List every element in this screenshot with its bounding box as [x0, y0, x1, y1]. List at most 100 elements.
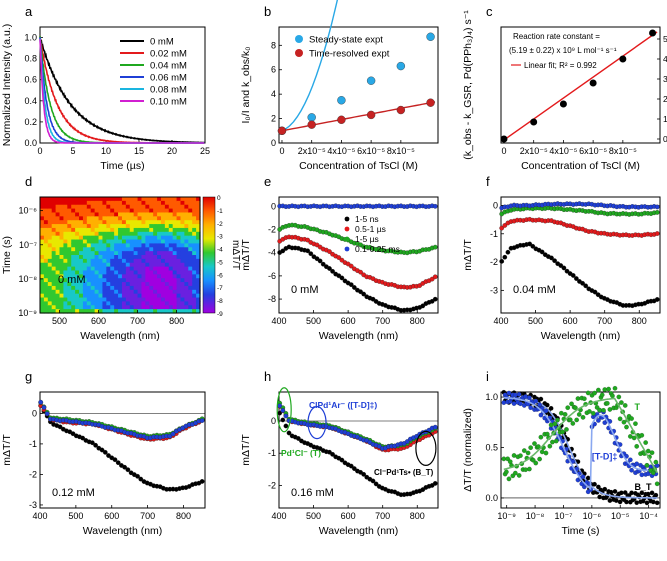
heatmap-cell — [75, 266, 80, 272]
heatmap-cell — [67, 285, 72, 291]
data-point — [619, 55, 627, 63]
heatmap-cell — [86, 208, 92, 214]
heatmap-cell — [121, 258, 127, 264]
heatmap-cell — [71, 274, 76, 279]
data-point — [500, 135, 508, 143]
heatmap-cell — [145, 270, 150, 275]
heatmap-cell — [192, 255, 197, 260]
heatmap-cell — [102, 208, 107, 214]
heatmap-cell — [133, 293, 139, 299]
heatmap-cell — [110, 220, 115, 225]
heatmap-cell — [110, 200, 115, 206]
heatmap-cell — [59, 255, 65, 260]
heatmap-cell — [149, 216, 154, 221]
legend-label: 0.02 mM — [150, 49, 187, 60]
heatmap-cell — [59, 204, 65, 210]
data-point — [530, 118, 538, 126]
heatmap-cell — [145, 227, 150, 233]
heatmap-cell — [137, 224, 143, 229]
data-point — [396, 105, 406, 115]
heatmap-cell — [63, 274, 68, 279]
y-tick-label-a: 0.6 — [24, 75, 37, 85]
heatmap-cell — [90, 224, 96, 229]
heatmap-cell — [114, 212, 119, 217]
heatmap-cell — [164, 235, 170, 241]
heatmap-cell — [137, 309, 143, 314]
heatmap-cell — [106, 200, 111, 206]
heatmap-cell — [160, 239, 166, 244]
heatmap-cell — [102, 266, 107, 272]
heatmap-cell — [86, 255, 92, 260]
heatmap-cell — [94, 255, 100, 260]
heatmap-cell — [102, 227, 107, 233]
heatmap-cell — [176, 266, 182, 272]
heatmap-cell — [114, 289, 119, 295]
heatmap-cell — [71, 305, 76, 310]
heatmap-cell — [141, 266, 146, 272]
heatmap-cell — [172, 289, 178, 295]
heatmap-cell — [125, 258, 131, 264]
heatmap-cell — [133, 278, 139, 283]
heatmap-cell — [114, 274, 119, 279]
data-point — [631, 435, 637, 441]
heatmap-cell — [133, 285, 139, 291]
heatmap-cell — [90, 197, 96, 202]
heatmap-cell — [79, 204, 84, 210]
data-point — [654, 204, 660, 210]
data-point — [280, 248, 286, 254]
heatmap-cell — [43, 293, 49, 299]
heatmap-cell — [160, 289, 166, 295]
heatmap-cell — [184, 216, 189, 221]
heatmap-cell — [71, 262, 76, 268]
heatmap-cell — [118, 208, 123, 214]
heatmap-cell — [51, 278, 57, 283]
legend-label: 0 mM — [150, 37, 174, 48]
heatmap-cell — [192, 301, 197, 306]
heatmap-cell — [196, 278, 201, 283]
heatmap-cell — [118, 204, 123, 210]
heatmap-cell — [125, 197, 131, 202]
data-point — [567, 417, 573, 423]
heatmap-cell — [145, 255, 150, 260]
data-point — [93, 442, 98, 448]
heatmap-cell — [110, 243, 115, 248]
y-tick-label-b: 4 — [271, 89, 276, 99]
heatmap-cell — [59, 262, 65, 268]
heatmap-cell — [157, 243, 162, 248]
heatmap-cell — [196, 220, 201, 225]
heatmap-cell — [137, 255, 143, 260]
y-tick-label-a: 0.0 — [24, 138, 37, 148]
heatmap-cell — [71, 220, 76, 225]
heatmap-cell — [188, 247, 193, 252]
heatmap-cell — [67, 247, 72, 252]
x-tick-label-b: 6x10⁻⁵ — [357, 146, 385, 156]
heatmap-cell — [168, 212, 174, 217]
heatmap-cell — [110, 231, 115, 237]
heatmap-cell — [141, 309, 146, 314]
heatmap-cell — [59, 197, 65, 202]
heatmap-cell — [176, 258, 182, 264]
heatmap-cell — [184, 200, 189, 206]
heatmap-cell — [157, 266, 162, 272]
heatmap-cell — [63, 204, 68, 210]
heatmap-cell — [153, 235, 158, 241]
legend-marker — [344, 236, 350, 242]
heatmap-cell — [40, 224, 45, 229]
heatmap-cell — [133, 224, 139, 229]
heatmap-cell — [102, 235, 107, 241]
x-tick-label-h: 800 — [410, 511, 425, 521]
heatmap-cell — [149, 285, 154, 291]
heatmap-cell — [71, 309, 76, 314]
data-point — [373, 481, 379, 487]
colorbar-tick-label: -2 — [217, 221, 223, 228]
heatmap-cell — [94, 212, 100, 217]
data-point — [90, 440, 95, 446]
heatmap-cell — [94, 197, 100, 202]
heatmap-cell — [86, 278, 92, 283]
heatmap-cell — [149, 227, 154, 233]
heatmap-cell — [168, 285, 174, 291]
heatmap-cell — [47, 197, 53, 202]
heatmap-cell — [157, 297, 162, 302]
heatmap-cell — [188, 289, 193, 295]
heatmap-cell — [67, 297, 72, 302]
